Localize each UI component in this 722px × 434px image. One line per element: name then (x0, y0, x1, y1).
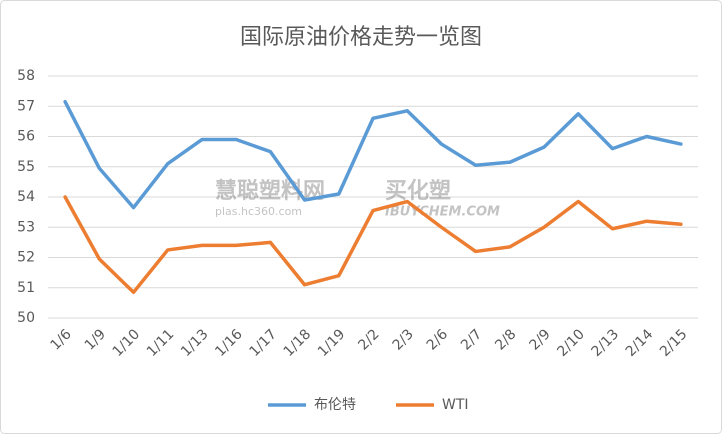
watermark-text: plas.hc360.com (215, 205, 302, 218)
line (63, 99, 683, 210)
y-tick-label: 51 (17, 280, 35, 296)
y-tick-label: 57 (17, 98, 35, 114)
y-tick-label: 55 (17, 159, 35, 175)
line (63, 195, 683, 295)
chart-title: 国际原油价格走势一览图 (240, 25, 482, 50)
y-tick-label: 50 (17, 310, 35, 326)
watermark-text: 买化塑 (385, 178, 451, 204)
y-tick-label: 56 (17, 129, 35, 145)
y-tick-label: 54 (17, 189, 35, 205)
y-tick-label: 52 (17, 250, 35, 266)
legend-label: 布伦特 (314, 397, 356, 413)
watermark-text: IBUYCHEM.COM (385, 205, 500, 220)
legend-label: WTI (442, 397, 469, 413)
y-tick-label: 53 (17, 219, 35, 235)
watermark: 慧聪塑料网 plas.hc360.com 买化塑 IBUYCHEM.COM (215, 178, 500, 220)
y-tick-label: 58 (17, 68, 35, 84)
